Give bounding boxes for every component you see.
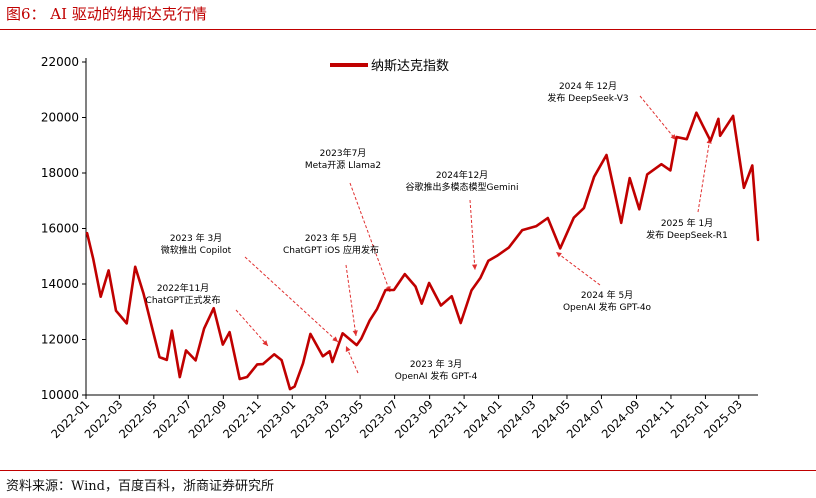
annotation-line: Meta开源 Llama2 [305, 160, 381, 171]
y-tick-label: 14000 [41, 277, 79, 291]
source-note: 资料来源：Wind，百度百科，浙商证券研究所 [6, 479, 274, 494]
annotation-arrowhead [670, 134, 676, 140]
annotation-arrow [469, 199, 476, 271]
annotation-line: 2024年12月 [436, 169, 488, 181]
annotation-arrowhead [345, 346, 351, 352]
footer-rule [0, 470, 816, 471]
annotation-line: 2022年11月 [157, 282, 209, 294]
annotation-line: OpenAI 发布 GPT-4 [395, 370, 478, 382]
annotation-line: OpenAI 发布 GPT-4o [563, 301, 652, 313]
annotation-arrow [555, 251, 601, 286]
annotation-label: 2024 年 12月发布 DeepSeek-V3 [547, 80, 628, 104]
annotation-arrowhead [472, 264, 478, 270]
annotation-label: 2024 年 5月 OpenAI 发布 GPT-4o [563, 289, 652, 313]
annotation-arrowhead [262, 340, 268, 346]
y-tick-label: 18000 [41, 166, 79, 180]
y-tick-label: 16000 [41, 222, 79, 236]
annotation-label: 2023 年 5月 ChatGPT iOS 应用发布 [283, 232, 379, 256]
chart-axes: 10000 12000 14000 16000 18000 20000 22000 2022… [41, 55, 758, 441]
annotation-line: 2024 年 5月 [581, 289, 633, 301]
annotation-arrow [639, 95, 677, 141]
annotation-line: ChatGPT正式发布 [146, 294, 221, 306]
annotation-label: 2025 年 1月发布 DeepSeek-R1 [646, 217, 728, 241]
legend-label: 纳斯达克指数 [371, 59, 449, 74]
annotation-line: ChatGPT iOS 应用发布 [283, 244, 379, 256]
annotation-line: 微软推出 Copilot [161, 244, 232, 256]
y-tick-label: 22000 [41, 55, 79, 69]
annotation-arrowhead [332, 336, 338, 342]
annotation-line: 发布 DeepSeek-V3 [547, 92, 628, 104]
annotation-line: 发布 DeepSeek-R1 [646, 229, 728, 241]
figure-title: 图6： AI 驱动的纳斯达克行情 [6, 5, 207, 23]
annotation-label: 2022年11月 ChatGPT正式发布 [146, 282, 221, 306]
annotation-arrow [697, 137, 711, 213]
annotation-line: 2023 年 5月 [305, 232, 357, 244]
annotation-line: 2023 年 3月 [410, 358, 462, 370]
annotation-line: 2023 年 3月 [170, 232, 222, 244]
annotation-arrowhead [352, 330, 358, 336]
annotation-arrow [235, 309, 269, 347]
annotation-label: 2024年12月谷歌推出多模态模型Gemini [406, 169, 519, 193]
annotation-label: 2023 年 3月 OpenAI 发布 GPT-4 [395, 358, 478, 382]
title-rule [0, 29, 816, 30]
annotation-label: 2023 年 3月微软推出 Copilot [161, 232, 232, 256]
annotation-arrow [244, 256, 339, 343]
y-tick-label: 10000 [41, 388, 79, 402]
annotation-arrow [349, 182, 391, 293]
y-tick-label: 20000 [41, 111, 79, 125]
annotation-line: 2023年7月 [320, 147, 367, 159]
y-tick-label: 12000 [41, 333, 79, 347]
annotation-label: 2023年7月 Meta开源 Llama2 [305, 147, 381, 171]
annotation-line: 2024 年 12月 [559, 80, 617, 92]
legend: 纳斯达克指数 [330, 59, 449, 74]
series-line [85, 111, 760, 391]
chart-canvas: 10000 12000 14000 16000 18000 20000 22000 2022… [41, 55, 760, 441]
annotation-arrow [345, 264, 357, 337]
annotation-line: 2025 年 1月 [661, 217, 713, 229]
annotation-line: 谷歌推出多模态模型Gemini [406, 181, 519, 193]
annotation-arrowhead [556, 252, 562, 258]
